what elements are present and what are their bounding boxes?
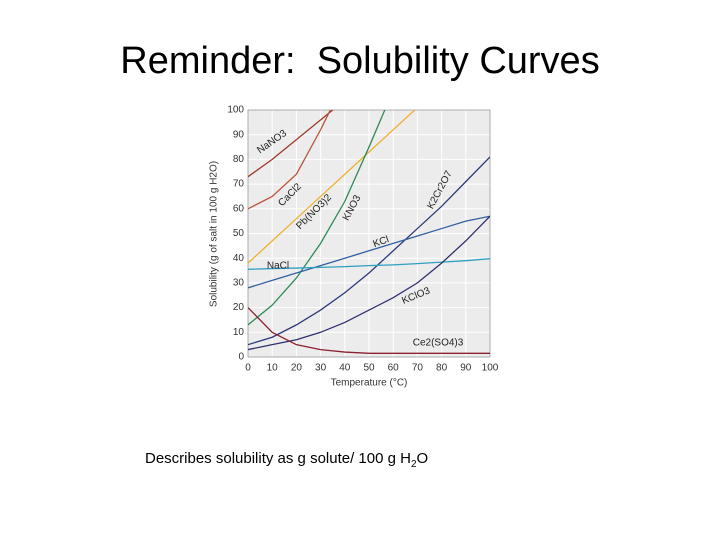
- x-tick-label: 70: [412, 363, 424, 374]
- series-line: [248, 156, 490, 346]
- x-tick-label: 80: [436, 363, 448, 374]
- plot-border: [247, 109, 491, 358]
- y-tick-label: 50: [233, 228, 245, 239]
- y-tick-label: 30: [233, 278, 245, 289]
- x-tick-label: 100: [482, 363, 499, 374]
- series-line: [248, 307, 490, 354]
- series-label: KCl: [372, 234, 391, 250]
- x-tick-label: 50: [363, 363, 375, 374]
- y-tick-label: 90: [233, 129, 245, 140]
- y-tick-label: 70: [233, 179, 245, 190]
- x-tick-label: 90: [460, 363, 472, 374]
- x-tick-label: 40: [339, 363, 351, 374]
- y-axis-label: Solubility (g of salt in 100 g H2O): [209, 161, 220, 307]
- y-tick-label: 40: [233, 253, 245, 264]
- x-tick-label: 0: [245, 363, 251, 374]
- x-axis-label: Temperature (°C): [331, 378, 408, 389]
- y-tick-label: 0: [238, 352, 244, 363]
- series-line: [248, 215, 490, 289]
- x-tick-label: 60: [388, 363, 400, 374]
- caption-subscript: 2: [410, 459, 417, 470]
- series-line: [248, 110, 416, 264]
- x-tick-label: 20: [291, 363, 303, 374]
- plot-lines: [248, 110, 490, 354]
- y-tick-label: 60: [233, 203, 245, 214]
- series-label: Ce2(SO4)3: [413, 338, 464, 349]
- y-tick-label: 10: [233, 327, 245, 338]
- y-tick-label: 20: [233, 302, 245, 313]
- y-tick-label: 80: [233, 154, 245, 165]
- caption-text: O: [416, 450, 429, 467]
- series-line: [248, 215, 490, 351]
- x-tick-label: 10: [267, 363, 279, 374]
- caption: Describes solubility as g solute/ 100 g …: [145, 450, 428, 470]
- x-tick-label: 30: [315, 363, 327, 374]
- y-tick-label: 100: [227, 105, 244, 116]
- slide-title: Reminder: Solubility Curves: [120, 40, 600, 82]
- series-line: [248, 110, 332, 210]
- series-line: [248, 258, 490, 270]
- series-label: NaCl: [267, 261, 289, 272]
- caption-text: Describes solubility as g solute/ 100 g …: [145, 450, 411, 467]
- series-line: [248, 110, 386, 326]
